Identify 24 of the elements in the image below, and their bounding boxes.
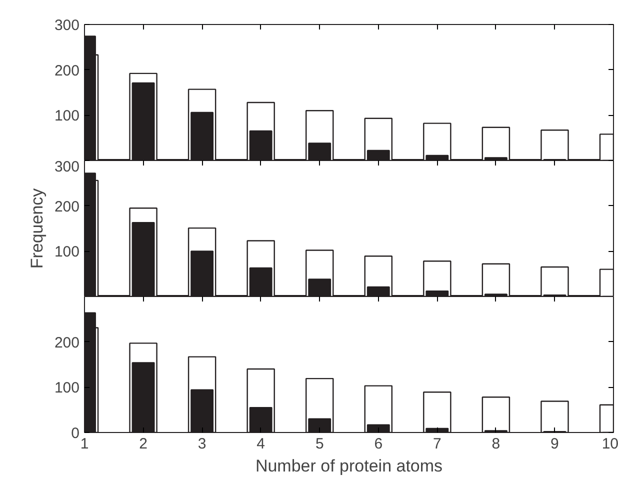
y-tick-label: 100 bbox=[54, 244, 80, 261]
x-tick-label: 1 bbox=[80, 436, 89, 452]
y-tick-label: 100 bbox=[54, 380, 80, 397]
x-tick-label: 9 bbox=[550, 436, 559, 452]
x-tick-label: 8 bbox=[492, 436, 500, 452]
bar bbox=[540, 400, 569, 432]
y-tick-label: 300 bbox=[54, 158, 80, 176]
x-axis-title: Number of protein atoms bbox=[255, 456, 443, 476]
x-tick-label: 2 bbox=[139, 436, 148, 452]
x-tick-label: 5 bbox=[315, 436, 324, 452]
bar bbox=[482, 396, 510, 432]
x-tick-label: 7 bbox=[432, 436, 442, 452]
x-tick-label: 6 bbox=[374, 436, 383, 452]
y-tick-label: 100 bbox=[54, 108, 80, 125]
x-tick-label: 4 bbox=[256, 436, 266, 452]
y-axis-title: Frequency bbox=[27, 188, 46, 269]
y-tick-label: 200 bbox=[54, 62, 80, 80]
bar bbox=[423, 392, 452, 432]
x-tick-label: 10 bbox=[602, 436, 618, 452]
y-tick-label: 0 bbox=[71, 425, 80, 442]
y-tick-label: 200 bbox=[54, 198, 80, 216]
y-tick-label: 200 bbox=[54, 334, 80, 352]
x-tick-label: 3 bbox=[198, 436, 206, 452]
y-tick-label: 300 bbox=[54, 17, 80, 34]
